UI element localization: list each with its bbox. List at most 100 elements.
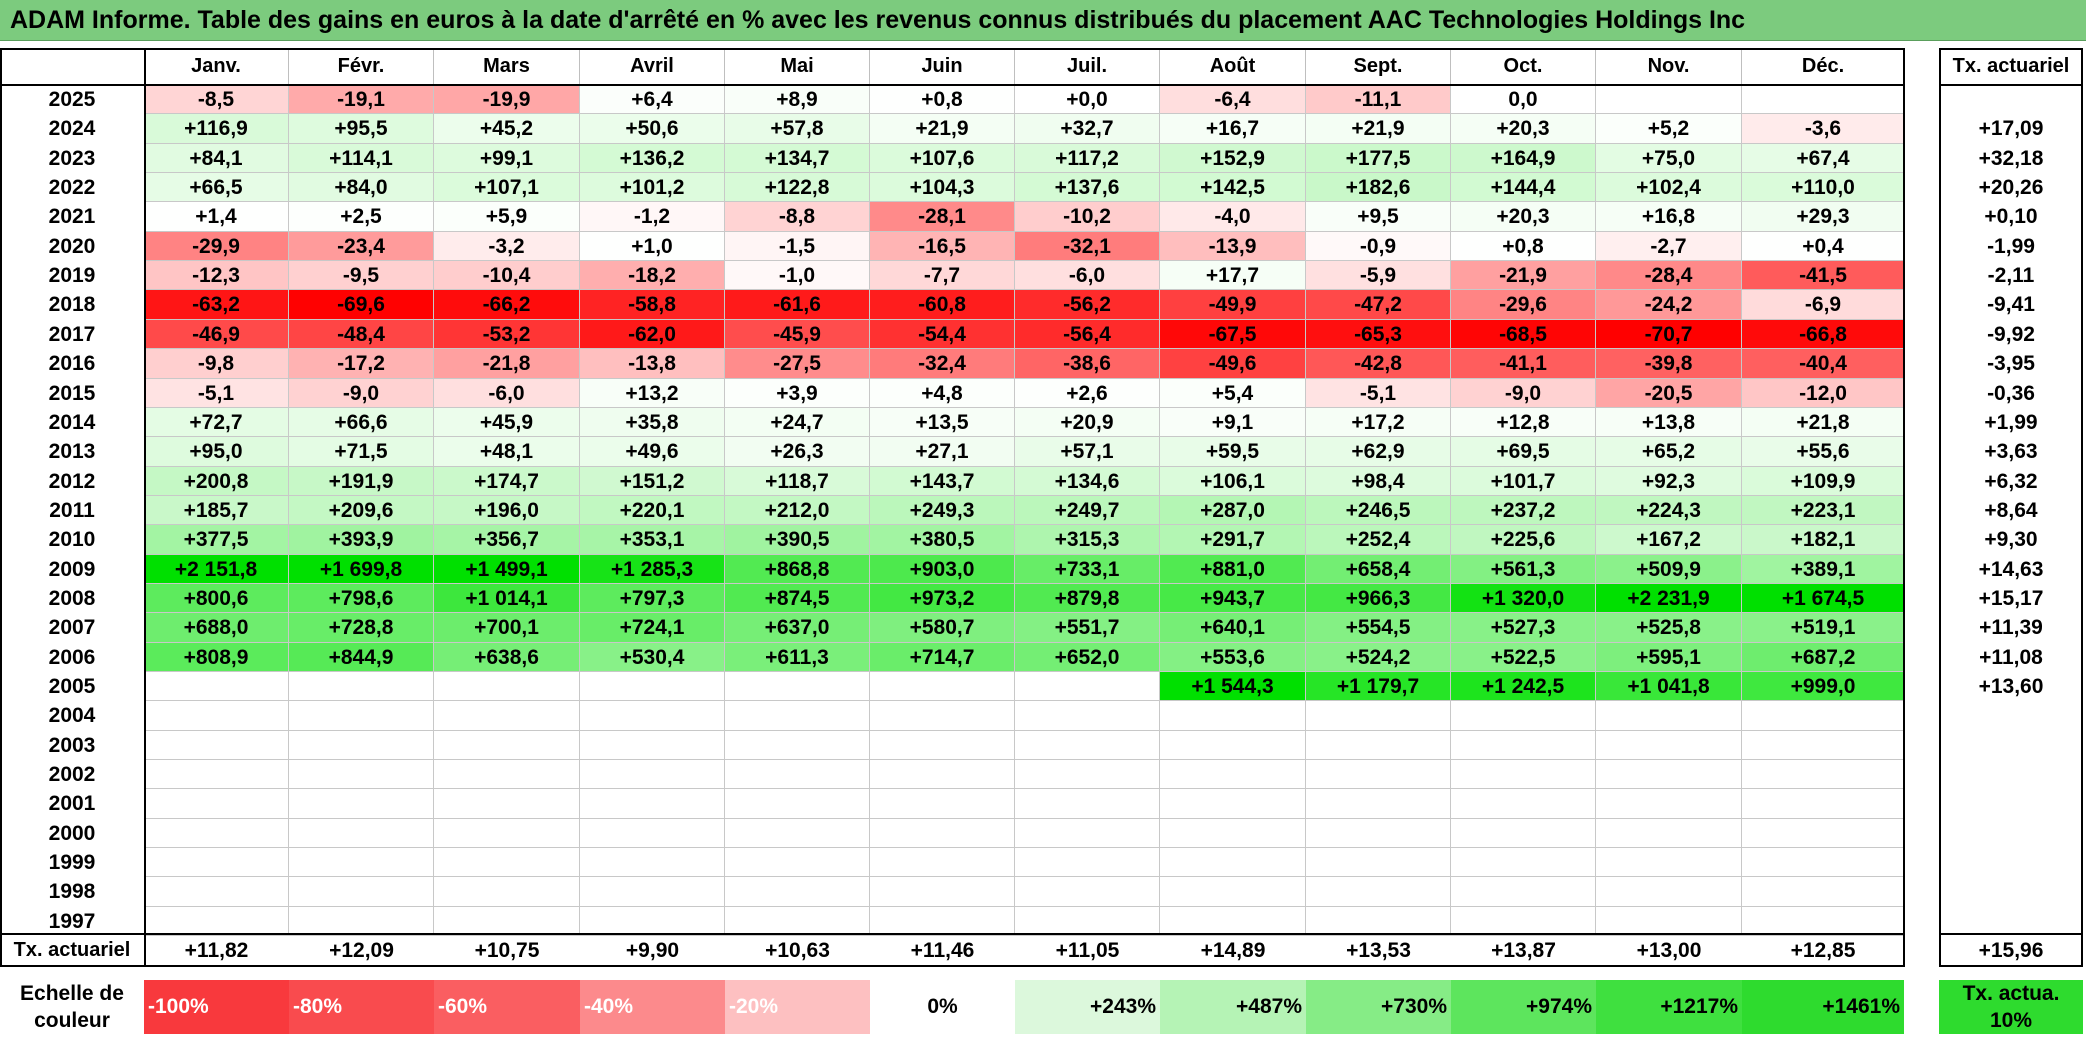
table-cell	[725, 848, 870, 877]
table-cell	[1306, 701, 1451, 731]
table-cell	[289, 877, 434, 907]
footer-rate: +11,05	[1055, 939, 1120, 962]
table-cell: +9,5	[1306, 202, 1451, 232]
table-cell: +48,1	[434, 437, 580, 467]
table-cell	[1742, 731, 1904, 760]
color-scale-step: +243%	[1015, 980, 1160, 1034]
table-cell	[1451, 760, 1596, 789]
table-cell: -48,4	[289, 320, 434, 349]
table-cell: +17,7	[1160, 261, 1306, 290]
table-cell: +116,9	[144, 114, 289, 144]
year-label: 2022	[48, 176, 96, 199]
month-header: Févr.	[289, 48, 434, 85]
table-cell: -68,5	[1451, 320, 1596, 349]
table-cell: +5,9	[434, 202, 580, 232]
table-cell: +55,6	[1742, 437, 1904, 467]
table-cell: +595,1	[1596, 643, 1742, 672]
color-scale-step: 0%	[870, 980, 1015, 1034]
table-cell: +0,8	[870, 85, 1015, 114]
row-rate	[1939, 789, 2083, 819]
table-cell: +117,2	[1015, 144, 1160, 173]
table-cell	[434, 819, 580, 848]
table-cell: -49,6	[1160, 349, 1306, 379]
table-cell: -1,2	[580, 202, 725, 232]
table-cell: +687,2	[1742, 643, 1904, 672]
table-cell: -60,8	[870, 290, 1015, 320]
table-cell: -63,2	[144, 290, 289, 320]
color-scale-step: -100%	[144, 980, 289, 1034]
rate-footer-divider	[1939, 933, 2083, 935]
table-cell: +67,4	[1742, 144, 1904, 173]
table-cell	[870, 819, 1015, 848]
table-cell: -28,1	[870, 202, 1015, 232]
table-cell: -38,6	[1015, 349, 1160, 379]
table-cell	[725, 731, 870, 760]
color-scale-step: -80%	[289, 980, 434, 1034]
table-cell: +1 285,3	[580, 555, 725, 584]
footer-rate: +14,89	[1200, 939, 1266, 962]
table-cell: -5,1	[144, 379, 289, 408]
table-cell	[434, 701, 580, 731]
table-cell	[1742, 789, 1904, 819]
table-cell: +999,0	[1742, 672, 1904, 701]
table-cell: -6,0	[434, 379, 580, 408]
row-rate	[1939, 819, 2083, 848]
table-cell: +0,0	[1015, 85, 1160, 114]
table-cell: +142,5	[1160, 173, 1306, 202]
table-cell	[1160, 907, 1306, 936]
table-cell	[870, 672, 1015, 701]
table-cell: +136,2	[580, 144, 725, 173]
table-cell: +5,2	[1596, 114, 1742, 144]
year-label: 2008	[48, 587, 96, 610]
table-cell: +143,7	[870, 467, 1015, 496]
color-scale-step: -20%	[725, 980, 870, 1034]
table-cell: +561,3	[1451, 555, 1596, 584]
table-cell	[580, 731, 725, 760]
table-cell: -3,6	[1742, 114, 1904, 144]
year-label: 2015	[48, 382, 96, 405]
year-label: 2016	[48, 352, 96, 375]
table-cell: -53,2	[434, 320, 580, 349]
table-cell: -13,8	[580, 349, 725, 379]
year-label: 2005	[48, 675, 96, 698]
table-cell	[289, 672, 434, 701]
year-label: 2024	[48, 117, 96, 140]
table-cell: +658,4	[1306, 555, 1451, 584]
table-cell	[1160, 731, 1306, 760]
table-cell: +580,7	[870, 613, 1015, 643]
table-cell	[1015, 907, 1160, 936]
table-cell: -39,8	[1596, 349, 1742, 379]
table-cell: -5,9	[1306, 261, 1451, 290]
table-cell: +246,5	[1306, 496, 1451, 525]
table-cell: +101,7	[1451, 467, 1596, 496]
table-cell: +356,7	[434, 525, 580, 555]
table-cell: +554,5	[1306, 613, 1451, 643]
footer-rate: +9,90	[625, 939, 680, 962]
table-cell: +35,8	[580, 408, 725, 437]
table-cell: +700,1	[434, 613, 580, 643]
month-header: Mars	[434, 48, 580, 85]
table-cell	[725, 760, 870, 789]
table-cell: +1 179,7	[1306, 672, 1451, 701]
footer-rate: +10,63	[765, 939, 830, 962]
table-cell: -21,9	[1451, 261, 1596, 290]
row-rate: -1,99	[1987, 235, 2035, 258]
table-cell: +389,1	[1742, 555, 1904, 584]
rate-header: Tx. actuariel	[1952, 55, 2070, 77]
row-rate	[1939, 848, 2083, 877]
year-label: 2017	[48, 323, 96, 346]
table-cell: +1 041,8	[1596, 672, 1742, 701]
table-cell	[870, 877, 1015, 907]
month-header: Janv.	[144, 48, 289, 85]
table-cell: +903,0	[870, 555, 1015, 584]
row-rate: +17,09	[1978, 117, 2044, 140]
year-label: 1998	[48, 880, 96, 903]
row-rate	[1939, 877, 2083, 907]
table-cell	[870, 789, 1015, 819]
table-cell: -41,1	[1451, 349, 1596, 379]
table-cell: 0,0	[1451, 85, 1596, 114]
table-cell: +8,9	[725, 85, 870, 114]
table-cell: +287,0	[1160, 496, 1306, 525]
table-cell: +104,3	[870, 173, 1015, 202]
table-cell: -62,0	[580, 320, 725, 349]
